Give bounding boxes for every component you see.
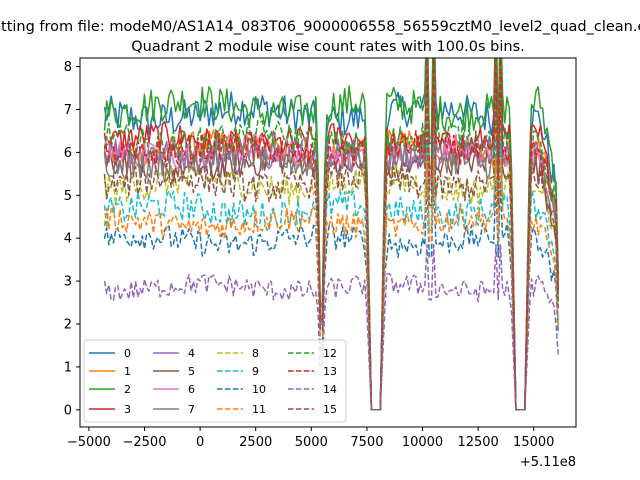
y-tick-label: 1: [64, 360, 72, 375]
series-line-14: [103, 244, 559, 411]
x-tick-label: 15000: [513, 435, 554, 450]
x-tick-label: 5000: [295, 435, 328, 450]
series-line-2: [103, 58, 559, 411]
y-tick-label: 2: [64, 318, 72, 333]
series-line-8: [103, 104, 559, 411]
x-tick-label: −2500: [123, 435, 167, 450]
legend-label-12: 12: [323, 347, 337, 360]
legend-label-10: 10: [252, 383, 266, 396]
legend-label-11: 11: [252, 403, 266, 416]
y-tick-label: 6: [64, 146, 72, 161]
legend-label-5: 5: [188, 365, 195, 378]
y-tick-label: 3: [64, 275, 72, 290]
y-tick-label: 8: [64, 60, 72, 75]
x-offset-label: +5.11e8: [520, 455, 576, 470]
legend-label-13: 13: [323, 365, 337, 378]
series-line-13: [103, 58, 559, 411]
y-tick-label: 7: [64, 103, 72, 118]
x-tick-label: 12500: [457, 435, 498, 450]
legend-label-4: 4: [188, 347, 195, 360]
series-line-12: [103, 58, 559, 411]
legend-label-0: 0: [124, 347, 131, 360]
y-tick-label: 4: [64, 232, 72, 247]
x-tick-label: 0: [196, 435, 204, 450]
series-layer: [103, 58, 559, 411]
series-line-11: [103, 157, 559, 411]
figure-suptitle: Plotting from file: modeM0/AS1A14_083T06…: [0, 19, 640, 35]
y-tick-label: 5: [64, 189, 72, 204]
series-line-9: [103, 139, 559, 411]
legend-label-14: 14: [323, 383, 337, 396]
plot-title: Quadrant 2 module wise count rates with …: [131, 39, 525, 55]
legend-label-8: 8: [252, 347, 259, 360]
legend-label-7: 7: [188, 403, 195, 416]
legend-label-15: 15: [323, 403, 337, 416]
legend-label-9: 9: [252, 365, 259, 378]
series-line-15: [103, 102, 559, 411]
plot-frame: [79, 57, 577, 428]
series-line-4: [103, 64, 559, 411]
legend-label-2: 2: [124, 383, 131, 396]
legend-label-1: 1: [124, 365, 131, 378]
series-line-7: [103, 70, 559, 411]
x-tick-label: 10000: [402, 435, 443, 450]
series-line-10: [103, 180, 559, 411]
legend-label-3: 3: [124, 403, 131, 416]
y-axis: 0 1 2 3 4 5 6 7 8: [64, 60, 80, 418]
x-tick-label: 2500: [239, 435, 272, 450]
x-tick-label: −5000: [67, 435, 111, 450]
y-tick-label: 0: [64, 403, 72, 418]
x-tick-label: 7500: [350, 435, 383, 450]
legend-box: [83, 339, 347, 423]
series-line-6: [103, 61, 559, 411]
x-axis: −5000 −2500 0 2500 5000 7500 10000 12500 15000: [67, 427, 554, 450]
legend-label-6: 6: [188, 383, 195, 396]
